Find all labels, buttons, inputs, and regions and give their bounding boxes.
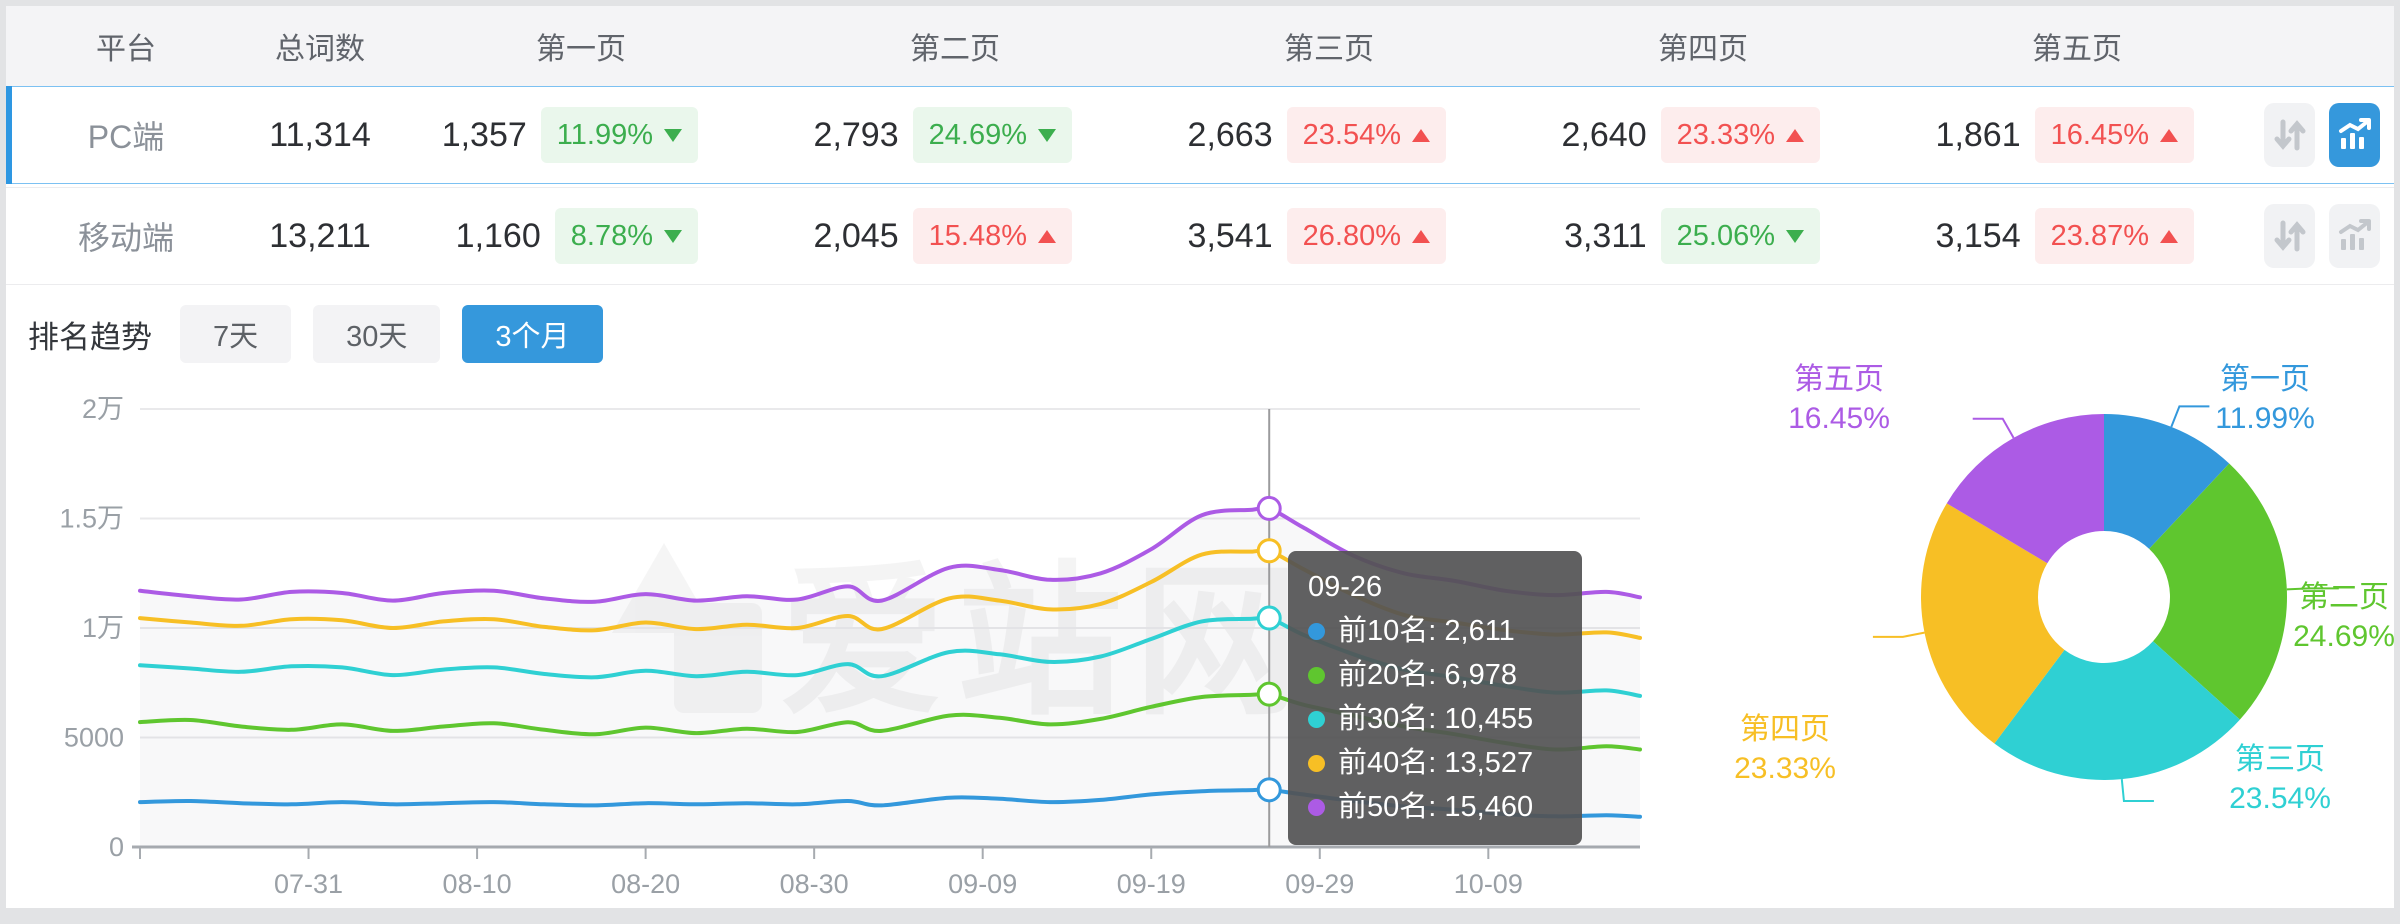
platform-label: 移动端 [77, 220, 174, 256]
page3-count: 2,663 [1187, 115, 1273, 154]
donut-label-page1: 第一页 11.99% [2215, 363, 2315, 435]
page4-percent-badge: 25.06% [1660, 208, 1820, 264]
donut-label-page5: 第五页 16.45% [1788, 363, 1890, 435]
page2-percent-badge: 15.48% [912, 208, 1072, 264]
page3-percent-badge: 23.54% [1286, 107, 1446, 163]
page4-count: 2,640 [1561, 115, 1647, 154]
page1-cell: 1,357 11.99% [394, 107, 768, 163]
col-header-page2: 第二页 [910, 33, 1000, 66]
trend-arrow-icon [1038, 128, 1056, 142]
row-tools [2264, 103, 2400, 167]
table-header: 平台 总词数 第一页 第二页 第三页 第四页 第五页 [6, 6, 2394, 86]
row-tools [2264, 204, 2400, 268]
total-words-value: 13,211 [269, 216, 371, 255]
page3-percent-badge: 26.80% [1286, 208, 1446, 264]
col-header-page3: 第三页 [1284, 33, 1374, 66]
trend-title: 排名趋势 [28, 319, 152, 355]
col-header-page4: 第四页 [1658, 33, 1748, 66]
trend-arrow-icon [2160, 229, 2178, 243]
trend-chart-button[interactable] [2329, 103, 2380, 167]
page4-count: 3,311 [1564, 216, 1647, 255]
col-header-page1: 第一页 [536, 33, 626, 66]
page1-percent-badge: 11.99% [540, 107, 698, 163]
page1-cell: 1,160 8.78% [394, 208, 768, 264]
sort-arrows-icon [2274, 119, 2305, 151]
donut-label-page3: 第三页 23.54% [2229, 743, 2331, 815]
table-row-pc[interactable]: PC端 11,314 1,357 11.99% 2,793 24.69% 2,6… [6, 86, 2394, 184]
page5-cell: 3,154 23.87% [1890, 208, 2264, 264]
trend-arrow-icon [1786, 128, 1804, 142]
tooltip-date: 09-26 [1308, 571, 1383, 603]
tooltip-item: 前10名: 2,611 [1308, 609, 1560, 653]
chart-tooltip: 09-26 前10名: 2,611 前20名: 6,978 前30名: 10,4… [1288, 551, 1582, 845]
donut-label-page2: 第二页 24.69% [2293, 581, 2395, 653]
page5-count: 1,861 [1935, 115, 2021, 154]
col-header-total: 总词数 [275, 33, 365, 66]
tooltip-item: 前20名: 6,978 [1308, 653, 1560, 697]
tooltip-item: 前40名: 13,527 [1308, 741, 1560, 785]
trend-arrow-icon [1412, 229, 1430, 243]
page1-count: 1,160 [455, 216, 541, 255]
page2-cell: 2,045 15.48% [768, 208, 1142, 264]
page5-count: 3,154 [1935, 216, 2021, 255]
page4-percent-badge: 23.33% [1660, 107, 1820, 163]
series-dot-icon [1308, 710, 1325, 728]
trend-arrow-icon [664, 229, 682, 243]
trend-chart-icon [2338, 219, 2371, 250]
tooltip-item: 前30名: 10,455 [1308, 697, 1560, 741]
compare-sort-button[interactable] [2264, 103, 2315, 167]
trend-arrow-icon [2160, 128, 2178, 142]
trend-arrow-icon [1786, 229, 1804, 243]
series-dot-icon [1308, 754, 1325, 772]
page4-cell: 2,640 23.33% [1516, 107, 1890, 163]
page1-count: 1,357 [441, 115, 527, 154]
tab-7-days[interactable]: 7天 [180, 305, 292, 363]
series-dot-icon [1308, 666, 1325, 684]
trend-arrow-icon [664, 128, 682, 142]
trend-chart-button[interactable] [2329, 204, 2380, 268]
page5-cell: 1,861 16.45% [1890, 107, 2264, 163]
tab-30-days[interactable]: 30天 [313, 305, 441, 363]
total-words-value: 11,314 [269, 115, 371, 154]
page2-cell: 2,793 24.69% [768, 107, 1142, 163]
donut-label-page4: 第四页 23.33% [1734, 713, 1836, 785]
trend-chart-icon [2338, 118, 2371, 149]
col-header-platform: 平台 [96, 33, 156, 66]
page2-count: 2,793 [813, 115, 899, 154]
page5-percent-badge: 23.87% [2034, 208, 2194, 264]
page3-cell: 3,541 26.80% [1142, 208, 1516, 264]
page4-cell: 3,311 25.06% [1516, 208, 1890, 264]
sort-arrows-icon [2274, 220, 2305, 252]
series-dot-icon [1308, 798, 1325, 816]
page1-percent-badge: 8.78% [554, 208, 698, 264]
series-dot-icon [1308, 622, 1325, 640]
page2-count: 2,045 [813, 216, 899, 255]
dashboard-card: 平台 总词数 第一页 第二页 第三页 第四页 第五页 PC端 11,314 1,… [6, 6, 2394, 908]
page3-count: 3,541 [1187, 216, 1273, 255]
trend-arrow-icon [1038, 229, 1056, 243]
table-row-mobile[interactable]: 移动端 13,211 1,160 8.78% 2,045 15.48% 3,54… [6, 187, 2394, 285]
tab-3-months[interactable]: 3个月 [462, 305, 603, 363]
page2-percent-badge: 24.69% [912, 107, 1072, 163]
trend-arrow-icon [1412, 128, 1430, 142]
col-header-page5: 第五页 [2032, 33, 2122, 66]
page3-cell: 2,663 23.54% [1142, 107, 1516, 163]
trend-section-header: 排名趋势 7天 30天 3个月 [28, 305, 603, 363]
platform-label: PC端 [87, 119, 165, 155]
tooltip-item: 前50名: 15,460 [1308, 785, 1560, 829]
compare-sort-button[interactable] [2264, 204, 2315, 268]
page5-percent-badge: 16.45% [2034, 107, 2194, 163]
